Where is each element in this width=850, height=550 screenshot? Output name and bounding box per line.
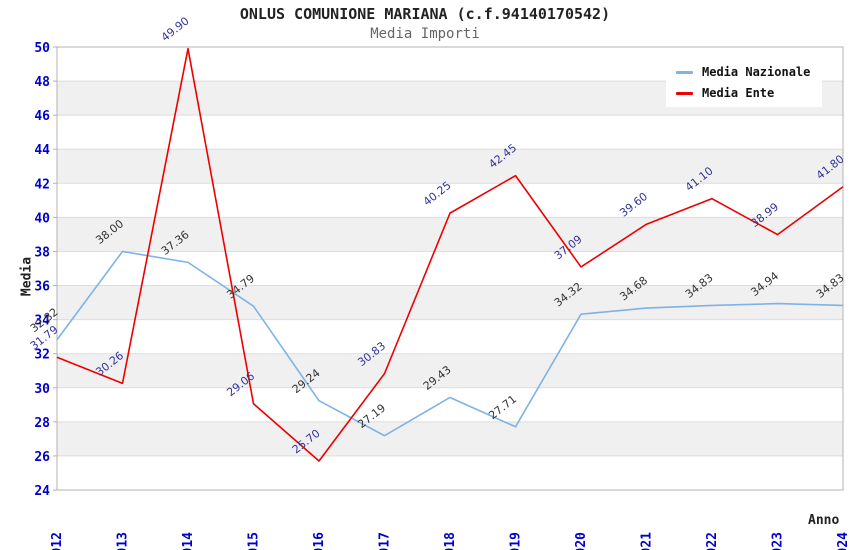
legend-label-media-nazionale: Media Nazionale [702, 65, 811, 79]
plot-border [56, 46, 844, 491]
series-line-media-nazionale [56, 250, 844, 437]
y-tick-label: 50 [34, 41, 50, 56]
x-tick-label: 2017 [378, 532, 393, 550]
y-tick-label: 46 [34, 109, 50, 124]
y-tick-label: 34 [34, 314, 50, 329]
y-tick-label: 32 [34, 348, 50, 363]
y-tick-label: 30 [34, 382, 50, 397]
y-tick-label: 36 [34, 280, 50, 295]
x-tick-label: 2020 [574, 532, 589, 550]
y-tick-label: 38 [34, 245, 50, 260]
legend-swatch-media-ente [676, 91, 693, 95]
x-tick-label: 2014 [181, 532, 196, 550]
y-tick-label: 48 [34, 75, 50, 90]
x-axis-title: Anno [808, 513, 840, 528]
y-axis-title: Media [19, 256, 35, 297]
x-tick-label: 2024 [836, 532, 850, 550]
legend-swatch-media-nazionale [676, 70, 693, 74]
data-label: 49.90 [159, 14, 192, 44]
x-tick-label: 2012 [50, 532, 65, 550]
x-tick-label: 2016 [312, 532, 327, 550]
y-tick-label: 24 [34, 484, 50, 499]
data-label: 27.71 [486, 393, 519, 423]
grid-band [57, 353, 843, 388]
grid-band [57, 285, 843, 320]
y-tick-label: 42 [34, 177, 50, 192]
legend-label-media-ente: Media Ente [702, 86, 775, 100]
y-tick-label: 44 [34, 143, 50, 158]
y-tick-label: 28 [34, 416, 50, 431]
legend-item-media-ente: Media Ente [676, 86, 810, 100]
series-line-media-ente [56, 47, 844, 462]
legend-item-media-nazionale: Media Nazionale [676, 65, 810, 79]
x-tick-label: 2022 [705, 532, 720, 550]
data-label: 39.60 [617, 190, 650, 220]
x-tick-label: 2019 [509, 532, 524, 550]
grid-band [57, 217, 843, 252]
chart-subtitle: Media Importi [370, 26, 480, 42]
x-tick-label: 2013 [116, 532, 131, 550]
x-tick-label: 2018 [443, 532, 458, 550]
x-tick-label: 2015 [247, 532, 262, 550]
y-tick-label: 40 [34, 211, 50, 226]
grid-band [57, 149, 843, 184]
x-tick-label: 2023 [771, 532, 786, 550]
x-tick-label: 2021 [640, 532, 655, 550]
y-tick-label: 26 [34, 450, 50, 465]
grid-band [57, 421, 843, 456]
legend: Media Nazionale Media Ente [666, 58, 823, 107]
chart-title: ONLUS COMUNIONE MARIANA (c.f.94140170542… [239, 5, 611, 23]
